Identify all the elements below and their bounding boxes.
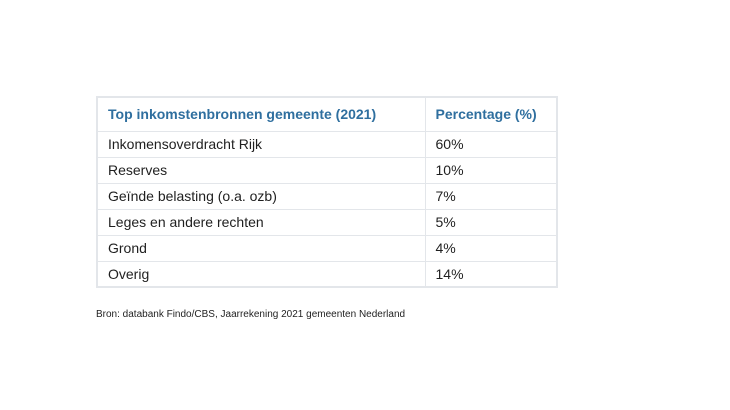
table-row: Leges en andere rechten 5% [96,208,558,236]
income-sources-table: Top inkomstenbronnen gemeente (2021) Per… [96,96,558,288]
table-row: Reserves 10% [96,156,558,184]
table-row: Overig 14% [96,260,558,288]
header-source: Top inkomstenbronnen gemeente (2021) [96,96,426,132]
row-label: Reserves [96,156,426,184]
table-row: Geïnde belasting (o.a. ozb) 7% [96,182,558,210]
row-value: 14% [424,260,558,288]
row-label: Grond [96,234,426,262]
row-label: Overig [96,260,426,288]
row-value: 5% [424,208,558,236]
header-percentage: Percentage (%) [424,96,558,132]
row-label: Geïnde belasting (o.a. ozb) [96,182,426,210]
table-row: Grond 4% [96,234,558,262]
row-value: 10% [424,156,558,184]
row-label: Inkomensoverdracht Rijk [96,130,426,158]
row-value: 7% [424,182,558,210]
row-value: 60% [424,130,558,158]
row-value: 4% [424,234,558,262]
row-label: Leges en andere rechten [96,208,426,236]
table-row: Inkomensoverdracht Rijk 60% [96,130,558,158]
table-header-row: Top inkomstenbronnen gemeente (2021) Per… [96,96,558,132]
source-note: Bron: databank Findo/CBS, Jaarrekening 2… [96,309,406,320]
